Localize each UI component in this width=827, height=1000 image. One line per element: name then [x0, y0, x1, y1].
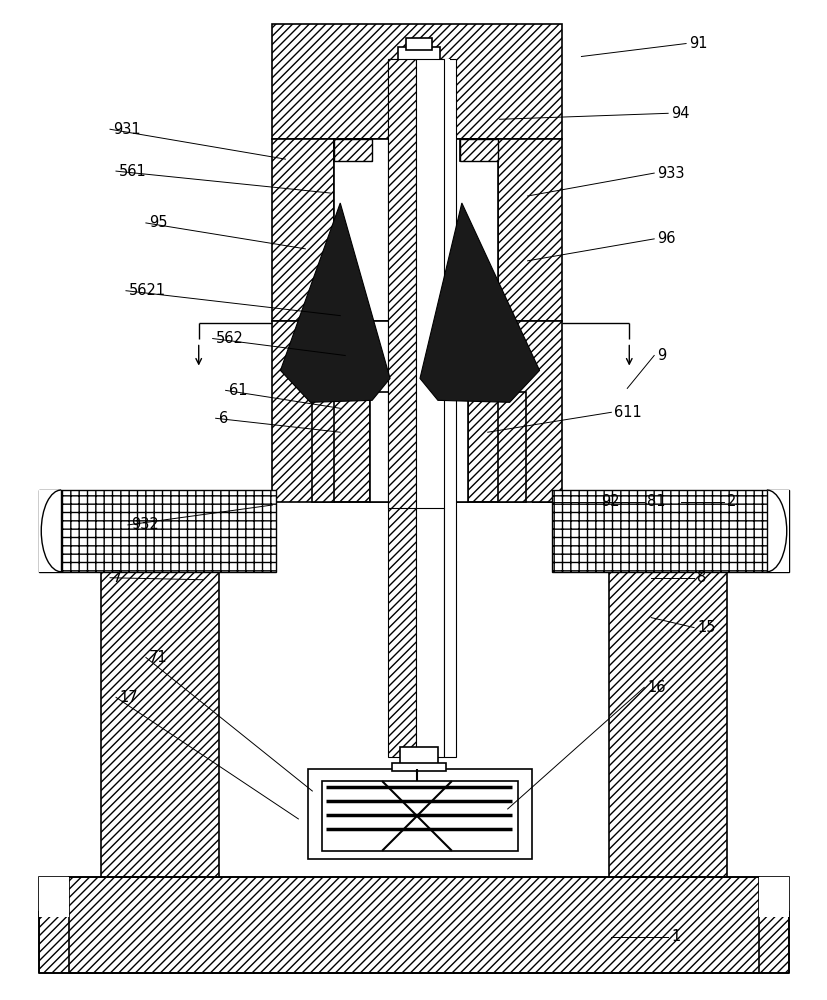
Text: 6: 6: [218, 411, 228, 426]
Text: 5621: 5621: [129, 283, 166, 298]
Text: 8: 8: [697, 570, 706, 585]
Bar: [406, 38, 432, 50]
Polygon shape: [280, 203, 390, 402]
Text: 15: 15: [697, 620, 715, 635]
Bar: [400, 747, 438, 765]
Text: 9: 9: [657, 348, 667, 363]
Bar: [398, 47, 440, 60]
Bar: [468, 392, 526, 502]
Text: 562: 562: [216, 331, 243, 346]
Bar: [308, 769, 532, 859]
Text: 931: 931: [113, 122, 141, 137]
Bar: [552, 490, 789, 572]
Bar: [609, 502, 727, 877]
Bar: [39, 490, 61, 572]
Bar: [767, 490, 789, 572]
Polygon shape: [420, 203, 539, 402]
Text: 91: 91: [689, 36, 708, 51]
Text: 16: 16: [648, 680, 666, 695]
Bar: [388, 59, 450, 508]
Text: 94: 94: [672, 106, 690, 121]
Bar: [313, 392, 370, 502]
Text: 61: 61: [228, 383, 247, 398]
Text: 95: 95: [149, 215, 167, 230]
Bar: [498, 139, 562, 321]
Text: 561: 561: [119, 164, 146, 179]
Bar: [444, 59, 456, 757]
Bar: [272, 139, 334, 321]
Bar: [416, 59, 444, 508]
Bar: [388, 59, 416, 508]
Bar: [272, 321, 334, 502]
Bar: [460, 139, 498, 161]
Bar: [392, 763, 446, 771]
Bar: [323, 781, 518, 851]
Text: 1: 1: [672, 929, 681, 944]
Bar: [498, 321, 562, 502]
Text: 933: 933: [657, 166, 685, 181]
Bar: [334, 139, 372, 161]
Text: 611: 611: [614, 405, 642, 420]
Bar: [759, 877, 789, 917]
Bar: [101, 502, 218, 877]
Bar: [39, 490, 276, 572]
Bar: [39, 877, 69, 917]
Bar: [370, 392, 468, 502]
Text: 92: 92: [601, 494, 620, 509]
Bar: [334, 139, 372, 161]
Bar: [334, 321, 498, 502]
Bar: [272, 24, 562, 139]
Bar: [334, 139, 498, 321]
Bar: [416, 59, 444, 757]
Text: 81: 81: [648, 494, 666, 509]
Text: 96: 96: [657, 231, 676, 246]
Text: 17: 17: [119, 690, 137, 705]
Text: 932: 932: [131, 517, 159, 532]
Text: 71: 71: [149, 650, 168, 665]
Bar: [39, 877, 789, 973]
Bar: [460, 139, 498, 161]
Text: 7: 7: [113, 570, 122, 585]
Text: 2: 2: [727, 494, 736, 509]
Bar: [388, 59, 416, 757]
